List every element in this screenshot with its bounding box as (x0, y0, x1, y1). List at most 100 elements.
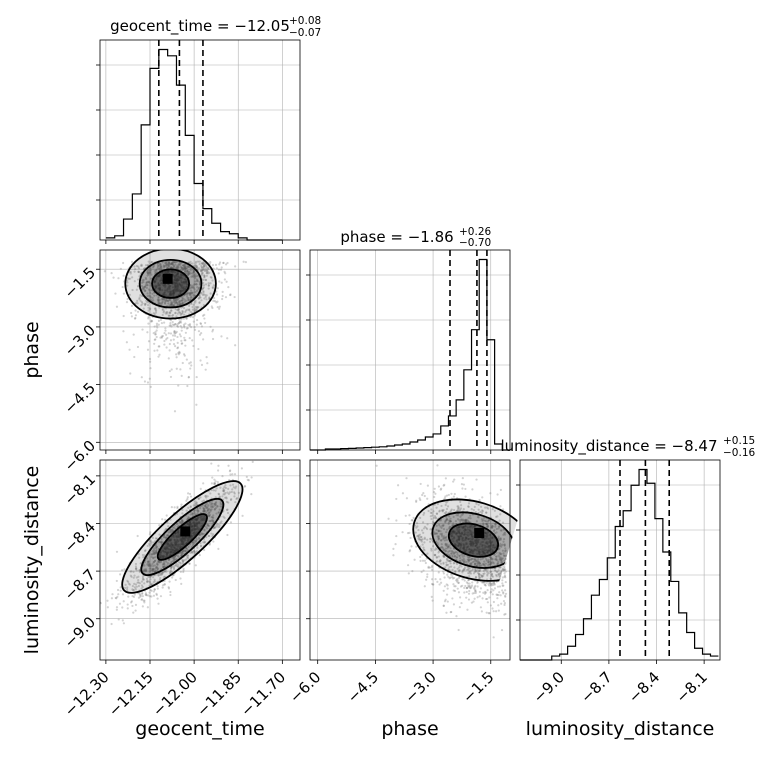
scatter-point (164, 527, 168, 530)
scatter-point (175, 301, 178, 304)
scatter-point (489, 591, 492, 594)
scatter-point (442, 604, 445, 608)
scatter-point (168, 304, 171, 307)
scatter-point (154, 280, 157, 283)
scatter-point (170, 565, 173, 569)
scatter-point (234, 265, 237, 268)
scatter-point (465, 587, 468, 590)
scatter-point (387, 517, 390, 520)
scatter-point (205, 356, 208, 359)
scatter-point (202, 265, 205, 269)
scatter-point (180, 326, 183, 329)
scatter-point (190, 302, 193, 306)
scatter-point (206, 272, 210, 275)
scatter-point (463, 561, 466, 564)
scatter-point (444, 503, 447, 507)
hist-bar (229, 234, 238, 240)
scatter-point (173, 506, 176, 509)
scatter-point (185, 283, 188, 286)
scatter-point (180, 318, 183, 321)
scatter-point (119, 267, 122, 270)
scatter-point (208, 519, 211, 523)
scatter-point (186, 269, 189, 273)
scatter-point (156, 563, 159, 566)
scatter-point (394, 543, 397, 546)
scatter-point (207, 287, 210, 290)
scatter-point (185, 546, 188, 550)
scatter-point (473, 558, 477, 561)
scatter-point (152, 590, 155, 593)
scatter-point (143, 549, 147, 552)
scatter-point (130, 260, 134, 263)
scatter-point (198, 301, 201, 304)
scatter-point (204, 278, 207, 281)
scatter-point (175, 547, 178, 551)
title-luminosity_distance-upper: +0.15 (723, 435, 755, 447)
y-tick-label-phase: −4.5 (61, 379, 99, 417)
scatter-point (157, 561, 160, 564)
scatter-point (171, 528, 174, 531)
scatter-point (214, 503, 218, 506)
scatter-point (140, 263, 143, 266)
scatter-point (171, 551, 174, 554)
scatter-point (463, 528, 467, 531)
scatter-point (205, 274, 208, 277)
scatter-point (195, 519, 198, 522)
scatter-point (171, 320, 174, 324)
scatter-point (495, 573, 498, 577)
scatter-point (420, 540, 423, 543)
scatter-point (170, 266, 173, 269)
scatter-point (169, 294, 173, 297)
scatter-point (170, 544, 174, 547)
scatter-point (194, 260, 198, 263)
scatter-point (214, 501, 217, 505)
scatter-point (172, 298, 175, 302)
scatter-point (429, 537, 432, 540)
scatter-point (213, 482, 217, 485)
scatter-point (156, 562, 159, 565)
scatter-point (461, 539, 464, 542)
scatter-point (146, 263, 149, 267)
scatter-point (143, 302, 147, 305)
scatter-point (439, 581, 443, 584)
scatter-point (164, 550, 167, 553)
scatter-point (445, 518, 448, 522)
scatter-point (432, 583, 435, 586)
scatter-point (224, 496, 227, 499)
scatter-point (159, 572, 162, 575)
scatter-point (215, 524, 218, 527)
scatter-point (176, 309, 179, 312)
scatter-point (169, 572, 172, 575)
scatter-point (172, 536, 176, 539)
scatter-point (233, 473, 237, 476)
scatter-point (158, 287, 162, 290)
scatter-point (181, 267, 184, 270)
scatter-point (219, 505, 222, 508)
scatter-point (233, 495, 236, 498)
scatter-point (178, 283, 181, 286)
scatter-point (144, 276, 147, 279)
scatter-point (187, 270, 191, 274)
scatter-point (436, 542, 439, 545)
scatter-point (501, 579, 504, 582)
scatter-point (480, 511, 484, 515)
scatter-point (154, 556, 157, 559)
scatter-point (451, 530, 454, 533)
scatter-point (126, 586, 129, 589)
scatter-point (192, 270, 195, 273)
scatter-point (138, 582, 142, 585)
scatter-point (210, 515, 213, 519)
scatter-point (176, 301, 179, 304)
scatter-point (166, 287, 169, 290)
scatter-point (147, 315, 150, 319)
scatter-point (146, 331, 149, 334)
scatter-point (174, 299, 178, 302)
scatter-point (159, 263, 162, 266)
scatter-point (469, 551, 472, 554)
scatter-point (440, 543, 443, 546)
scatter-point (168, 571, 172, 574)
scatter-point (201, 287, 205, 290)
scatter-point (199, 269, 202, 272)
scatter-point (479, 505, 483, 508)
scatter-point (168, 544, 172, 547)
